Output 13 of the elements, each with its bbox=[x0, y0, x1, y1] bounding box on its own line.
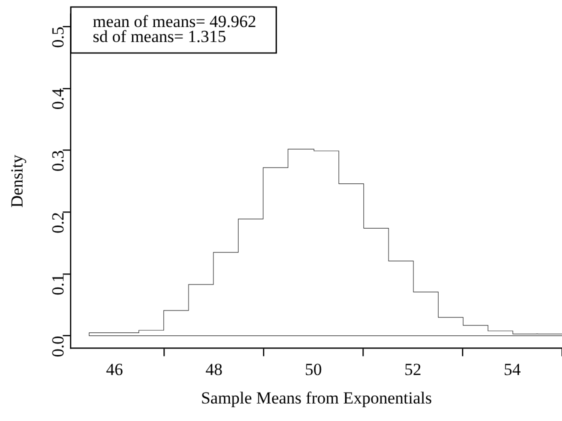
y-tick-label: 0.1 bbox=[48, 274, 68, 296]
x-tick-label: 46 bbox=[106, 360, 124, 379]
x-tick-label: 54 bbox=[504, 360, 522, 379]
x-axis-title: Sample Means from Exponentials bbox=[200, 388, 432, 408]
y-tick-label: 0.3 bbox=[48, 150, 68, 172]
y-tick-label: 0.2 bbox=[48, 212, 68, 234]
x-tick-label: 52 bbox=[404, 360, 422, 379]
x-tick-label: 50 bbox=[304, 360, 322, 379]
y-tick-label: 0.4 bbox=[48, 88, 68, 110]
y-tick-label: 0.0 bbox=[48, 336, 68, 358]
x-tick-label: 48 bbox=[205, 360, 222, 379]
y-axis-title: Density bbox=[8, 154, 27, 208]
y-tick-label: 0.5 bbox=[48, 26, 68, 48]
